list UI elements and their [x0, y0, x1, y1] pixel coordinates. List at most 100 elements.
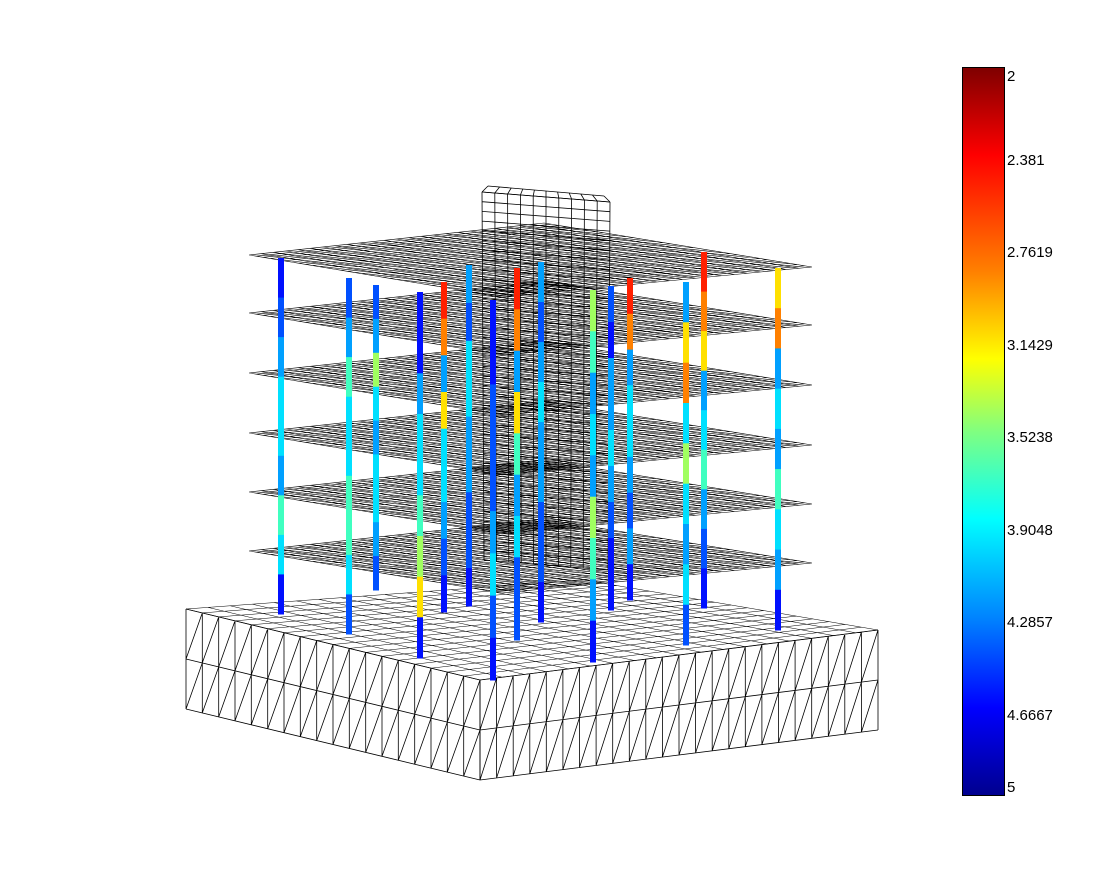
column-segment [683, 564, 689, 606]
column-segment [608, 394, 614, 431]
column-segment [627, 313, 633, 351]
column-segment [701, 568, 707, 609]
column-segment [590, 538, 596, 580]
column-segment [466, 378, 472, 418]
column-segment [514, 392, 520, 434]
colorbar-tick-label: 3.5238 [1007, 429, 1053, 447]
foundation-right-wall [479, 629, 879, 781]
column-segment [683, 443, 689, 485]
column-segment [346, 515, 352, 556]
column [590, 290, 596, 663]
column-segment [775, 469, 781, 510]
column-segment [538, 382, 544, 423]
column-segment [346, 594, 352, 635]
column-segment [701, 489, 707, 530]
column-segment [608, 574, 614, 611]
column-segment [441, 318, 447, 356]
floor-slab [248, 459, 813, 535]
column-segment [417, 414, 423, 456]
column-segment [514, 433, 520, 476]
column-segment [441, 355, 447, 393]
column-segment [373, 454, 379, 489]
column-segment [775, 268, 781, 309]
column-segment [701, 291, 707, 332]
column-segment [683, 604, 689, 646]
column-segment [538, 502, 544, 543]
column-segment [538, 422, 544, 463]
column-segment [538, 542, 544, 583]
colorbar-tick-label: 2 [1007, 68, 1016, 85]
column-segment [466, 302, 472, 342]
column-segment [608, 358, 614, 395]
colorbar-tick-label: 4.2857 [1007, 614, 1053, 632]
column-segment [590, 372, 596, 415]
column-segment [346, 357, 352, 398]
floor-slab [248, 222, 813, 298]
column-segment [346, 396, 352, 437]
core-shaft-top [481, 185, 611, 203]
column-segment [775, 428, 781, 470]
column-segment [490, 342, 496, 385]
column-segment [278, 455, 284, 496]
column-segment [608, 286, 614, 323]
column-segment [278, 376, 284, 417]
column-segment [441, 575, 447, 613]
column-segment [417, 617, 423, 659]
column-segment [514, 516, 520, 558]
colorbar-tick-label: 2.7619 [1007, 244, 1053, 262]
floor-slab [248, 518, 813, 594]
floor-slab [248, 400, 813, 476]
column-segment [441, 538, 447, 576]
column-segment [417, 454, 423, 496]
column-segment [417, 495, 423, 537]
column-segment [441, 502, 447, 540]
column-segment [608, 502, 614, 539]
column [514, 268, 520, 641]
column-segment [627, 492, 633, 529]
column-segment [775, 549, 781, 591]
foundation-top-mesh [185, 579, 879, 681]
floor-slabs [248, 222, 813, 594]
column-segment [346, 436, 352, 477]
column [441, 282, 447, 613]
colorbar-gradient [962, 67, 1005, 796]
column-segment [683, 524, 689, 565]
column-segment [775, 308, 781, 349]
column [490, 300, 496, 681]
column-segment [441, 428, 447, 466]
column-segment [514, 309, 520, 352]
column-segment [627, 564, 633, 601]
column-segment [346, 278, 352, 319]
column-segment [278, 574, 284, 615]
column-segment [490, 595, 496, 639]
colorbar-tick-label: 2.381 [1007, 151, 1045, 169]
column-segment [590, 579, 596, 622]
column-segment [373, 488, 379, 523]
column-segment [590, 496, 596, 539]
column-segment [514, 598, 520, 641]
column-segment [490, 426, 496, 470]
column-segment [417, 332, 423, 374]
column-segment [278, 416, 284, 457]
column-segment [514, 474, 520, 517]
column-segment [590, 455, 596, 498]
column-segment [490, 637, 496, 681]
column-segment [775, 589, 781, 631]
column-segment [627, 528, 633, 565]
column-segment [538, 342, 544, 383]
colorbar-tick-label: 5 [1007, 779, 1016, 796]
colorbar [962, 67, 1010, 798]
column-segment [278, 534, 284, 575]
column-segment [590, 414, 596, 456]
column-segment [701, 410, 707, 451]
column-segment [441, 392, 447, 430]
column [775, 268, 781, 631]
column-segment [775, 509, 781, 550]
colorbar-tick-label: 3.9048 [1007, 521, 1053, 539]
column-segment [627, 385, 633, 422]
column-segment [701, 370, 707, 411]
column-segment [683, 403, 689, 444]
column-segment [373, 386, 379, 422]
column-segment [775, 388, 781, 430]
